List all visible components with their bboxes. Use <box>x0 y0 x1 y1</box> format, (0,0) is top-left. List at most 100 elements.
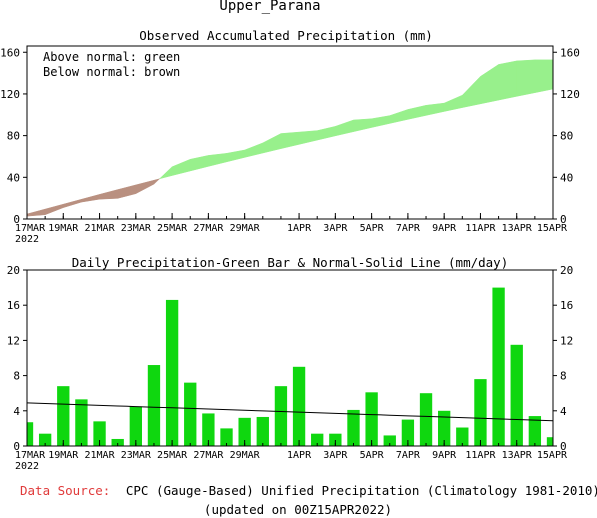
x-tick-label: 25MAR <box>157 223 188 234</box>
accum-below-segment <box>26 208 46 217</box>
legend-below: Below normal: brown <box>43 65 180 79</box>
x-tick-label: 1APR <box>287 450 312 461</box>
x-tick-label: 5APR <box>360 223 385 234</box>
x-tick-label: 7APR <box>396 223 421 234</box>
y-tick-label-left: 20 <box>7 264 20 277</box>
accum-legend: Above normal: green Below normal: brown <box>43 50 180 79</box>
accum-below-segment <box>153 178 161 185</box>
x-tick-label: 27MAR <box>193 450 224 461</box>
daily-bar <box>383 435 396 446</box>
y-tick-label-left: 0 <box>13 440 20 453</box>
daily-bar <box>419 393 433 446</box>
daily-bar <box>456 427 469 446</box>
daily-bar <box>528 416 542 446</box>
accum-above-segment <box>498 60 517 101</box>
x-tick-label: 19MAR <box>48 223 79 234</box>
y-tick-label-left: 160 <box>0 46 20 59</box>
accum-axes: 0 0 40 40 80 80 120 120 160 160 17MAR 19MAR 21MAR 23M… <box>0 46 580 245</box>
accum-above-segment <box>534 59 554 93</box>
accum-above-segment <box>371 115 391 128</box>
daily-bar <box>27 422 34 446</box>
accum-above-segment <box>189 155 209 172</box>
x-tick-label: 23MAR <box>121 223 152 234</box>
accum-above-segment <box>516 59 536 97</box>
accum-below-segment <box>44 203 64 216</box>
daily-bar <box>474 379 487 446</box>
y-tick-label-right: 16 <box>560 299 573 312</box>
daily-bar <box>129 406 142 446</box>
y-tick-label-left: 0 <box>13 213 20 226</box>
accum-below-segment <box>63 198 82 208</box>
x-tick-label: 23MAR <box>121 450 152 461</box>
daily-bar <box>438 410 451 446</box>
y-tick-label-right: 0 <box>560 440 567 453</box>
data-source: Data Source: CPC (Gauge-Based) Unified P… <box>20 483 597 498</box>
accum-above-segment <box>480 63 499 105</box>
accum-above-segment <box>425 102 445 116</box>
x-tick-label: 9APR <box>432 450 457 461</box>
x-tick-label: 3APR <box>323 450 348 461</box>
accum-above-segment <box>316 126 336 141</box>
daily-bar <box>147 365 161 446</box>
accum-below-segment <box>158 166 173 180</box>
x-tick-label: 7APR <box>396 450 421 461</box>
x-tick-label: 29MAR <box>230 450 261 461</box>
accum-below-segment <box>135 179 155 195</box>
data-source-label: Data Source: <box>20 483 110 498</box>
x-tick-label: 21MAR <box>84 450 115 461</box>
accum-above-segment <box>262 133 282 154</box>
x-tick-label: 15APR <box>537 450 568 461</box>
x-tick-label: 9APR <box>432 223 457 234</box>
daily-bar <box>347 409 360 446</box>
x-tick-label: 13APR <box>502 223 533 234</box>
x-tick-label: 25MAR <box>157 450 188 461</box>
x-tick-label: 11APR <box>465 450 496 461</box>
daily-bar <box>165 299 179 446</box>
daily-bar <box>274 386 288 446</box>
x-tick-label: 15APR <box>537 223 568 234</box>
daily-bar <box>256 416 269 446</box>
y-tick-label-left: 12 <box>7 334 20 347</box>
x-tick-label: 17MAR <box>15 450 46 461</box>
accum-chart: Observed Accumulated Precipitation (mm) … <box>0 28 580 245</box>
daily-bar <box>329 433 342 446</box>
y-tick-label-left: 80 <box>7 130 20 143</box>
y-tick-label-left: 40 <box>7 171 20 184</box>
y-tick-label-left: 8 <box>13 370 20 383</box>
daily-bar <box>401 419 415 446</box>
accum-chart-title: Observed Accumulated Precipitation (mm) <box>139 28 433 43</box>
daily-bar <box>238 417 251 446</box>
x-tick-label: 13APR <box>502 450 533 461</box>
daily-bar <box>38 433 52 446</box>
x-year-label: 2022 <box>15 234 39 245</box>
daily-chart-title: Daily Precipitation-Green Bar & Normal-S… <box>72 255 509 270</box>
x-tick-label: 1APR <box>287 223 312 234</box>
y-tick-label-right: 120 <box>560 88 580 101</box>
daily-plot-area <box>26 287 554 446</box>
x-tick-label: 29MAR <box>230 223 261 234</box>
daily-bar <box>510 344 523 446</box>
accum-below-segment <box>117 184 137 199</box>
accum-above-segment <box>335 119 354 137</box>
y-tick-label-right: 8 <box>560 370 567 383</box>
x-tick-label: 19MAR <box>48 450 79 461</box>
data-source-text: CPC (Gauge-Based) Unified Precipitation … <box>126 483 597 498</box>
accum-below-segment <box>99 189 118 200</box>
x-tick-label: 5APR <box>360 450 385 461</box>
accum-above-segment <box>462 75 481 108</box>
accum-above-segment <box>280 131 300 149</box>
x-tick-label: 3APR <box>323 223 348 234</box>
y-tick-label-left: 120 <box>0 88 20 101</box>
y-tick-label-right: 80 <box>560 130 573 143</box>
page-title: Upper_Parana <box>219 0 320 14</box>
y-tick-label-right: 4 <box>560 405 567 418</box>
daily-bar <box>311 433 324 446</box>
accum-above-segment <box>298 130 318 145</box>
x-tick-label: 21MAR <box>84 223 115 234</box>
accum-plot-area <box>26 59 554 217</box>
daily-bar <box>57 386 70 446</box>
accum-above-segment <box>407 104 427 120</box>
daily-bar <box>546 437 553 446</box>
y-tick-label-left: 16 <box>7 299 20 312</box>
